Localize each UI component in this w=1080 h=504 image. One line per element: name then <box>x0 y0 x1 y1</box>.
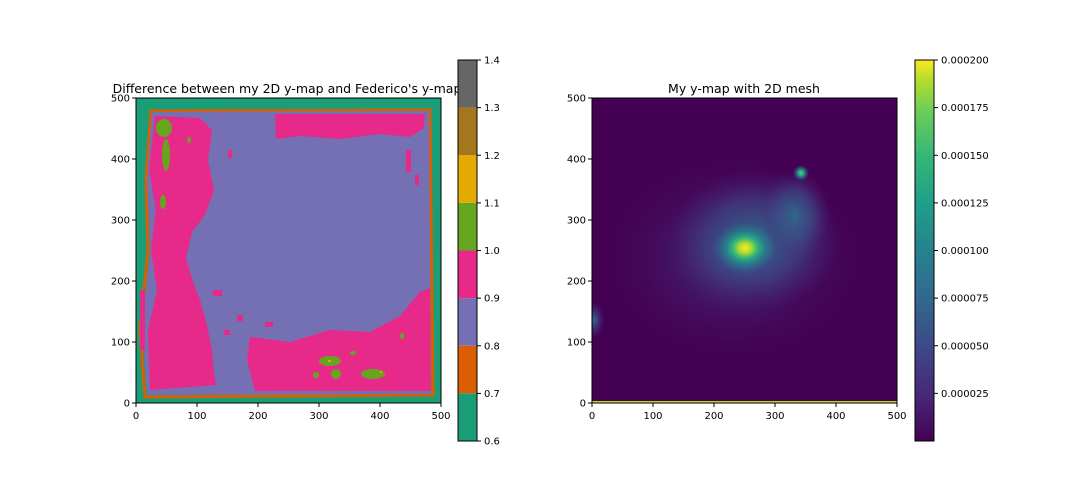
left-colorbar-tick-label: 0.9 <box>484 294 500 305</box>
right-x-axis: 0 100 200 300 400 500 <box>589 403 907 422</box>
right-colorbar-tick-label: 0.000200 <box>941 56 989 67</box>
left-x-tick-label: 400 <box>370 411 389 422</box>
left-colorbar-bin <box>458 393 477 441</box>
left-region-pink-speckles <box>140 150 419 350</box>
right-x-tick-label: 0 <box>589 411 595 422</box>
left-colorbar-bin <box>458 298 477 346</box>
left-colorbar-bin <box>458 250 477 299</box>
right-heatmap-bottom-edge <box>592 401 897 403</box>
left-colorbar-tick-label: 1.1 <box>484 198 500 209</box>
left-y-tick-label: 100 <box>111 338 130 349</box>
left-colorbar-bin <box>458 345 477 394</box>
left-x-tick-label: 0 <box>133 411 139 422</box>
left-axes-frame <box>135 97 442 404</box>
left-colorbar-tick-label: 0.7 <box>484 389 500 400</box>
right-heatmap-secondary-peak <box>793 165 809 181</box>
right-y-tick-label: 200 <box>567 277 586 288</box>
right-chart-title: My y-map with 2D mesh <box>668 81 820 96</box>
left-colorbar-bin <box>458 107 477 156</box>
left-x-tick-label: 500 <box>431 411 450 422</box>
left-region-pink-bottomright <box>247 288 431 391</box>
left-colorbar: 0.6 0.7 0.8 0.9 1.0 1.1 1.2 1.3 1.4 <box>457 56 500 448</box>
left-region-interior <box>142 111 431 395</box>
right-colorbar-gradient <box>915 60 934 441</box>
left-y-tick-label: 400 <box>111 155 130 166</box>
right-y-tick-label: 300 <box>567 216 586 227</box>
right-y-tick-label: 100 <box>567 338 586 349</box>
left-y-axis: 0 100 200 300 400 500 <box>111 94 136 410</box>
right-colorbar-tick-label: 0.000150 <box>941 151 989 162</box>
left-region-pink-left <box>148 116 216 390</box>
right-colorbar-tick-label: 0.000050 <box>941 341 989 352</box>
right-heatmap-core <box>713 222 777 274</box>
left-colorbar-tick-label: 0.6 <box>484 437 500 448</box>
right-y-tick-label: 0 <box>580 399 586 410</box>
right-y-tick-label: 400 <box>567 155 586 166</box>
right-colorbar-tick-label: 0.000100 <box>941 246 989 257</box>
right-heatmap-halo-2 <box>760 170 830 260</box>
left-region-pink-top <box>275 114 425 139</box>
right-colorbar-tick-label: 0.000025 <box>941 389 989 400</box>
right-x-tick-label: 500 <box>887 411 906 422</box>
left-x-tick-label: 100 <box>187 411 206 422</box>
left-chart-title: Difference between my 2D y-map and Feder… <box>113 81 462 96</box>
left-region-orange-frame <box>138 108 435 399</box>
left-y-tick-label: 300 <box>111 216 130 227</box>
right-colorbar-tick-label: 0.000175 <box>941 103 989 114</box>
right-colorbar-tick-label: 0.000075 <box>941 294 989 305</box>
right-colorbar-tick-label: 0.000125 <box>941 198 989 209</box>
right-x-tick-label: 100 <box>643 411 662 422</box>
right-x-tick-label: 300 <box>765 411 784 422</box>
right-heatmap-edge-peak <box>592 302 604 338</box>
left-colorbar-tick-label: 1.3 <box>484 103 500 114</box>
left-colorbar-bin <box>458 202 477 251</box>
left-colorbar-tick-label: 0.8 <box>484 341 500 352</box>
right-heatmap-image <box>592 98 897 403</box>
left-y-tick-label: 0 <box>124 399 130 410</box>
left-x-axis: 0 100 200 300 400 500 <box>133 403 451 422</box>
left-x-tick-label: 200 <box>248 411 267 422</box>
left-region-green-patches <box>156 119 404 379</box>
right-y-axis: 0 100 200 300 400 500 <box>567 94 592 410</box>
left-colorbar-bin <box>458 60 477 108</box>
left-y-tick-label: 200 <box>111 277 130 288</box>
left-colorbar-tick-label: 1.2 <box>484 151 500 162</box>
left-colorbar-tick-label: 1.0 <box>484 246 500 257</box>
left-heatmap-image <box>136 98 441 403</box>
left-plot: Difference between my 2D y-map and Feder… <box>111 81 462 422</box>
right-x-tick-label: 200 <box>704 411 723 422</box>
right-colorbar: 0.000025 0.000050 0.000075 0.000100 0.000125… <box>914 56 989 442</box>
left-y-tick-label: 500 <box>111 94 130 105</box>
right-plot: My y-map with 2D mesh 0 100 200 300 400 500 0… <box>567 81 907 422</box>
right-y-tick-label: 500 <box>567 94 586 105</box>
left-colorbar-bin <box>458 155 477 203</box>
right-axes-frame <box>591 97 898 404</box>
left-colorbar-tick-label: 1.4 <box>484 56 500 67</box>
left-region-yellow-spots <box>328 360 382 373</box>
left-x-tick-label: 300 <box>309 411 328 422</box>
right-x-tick-label: 400 <box>826 411 845 422</box>
